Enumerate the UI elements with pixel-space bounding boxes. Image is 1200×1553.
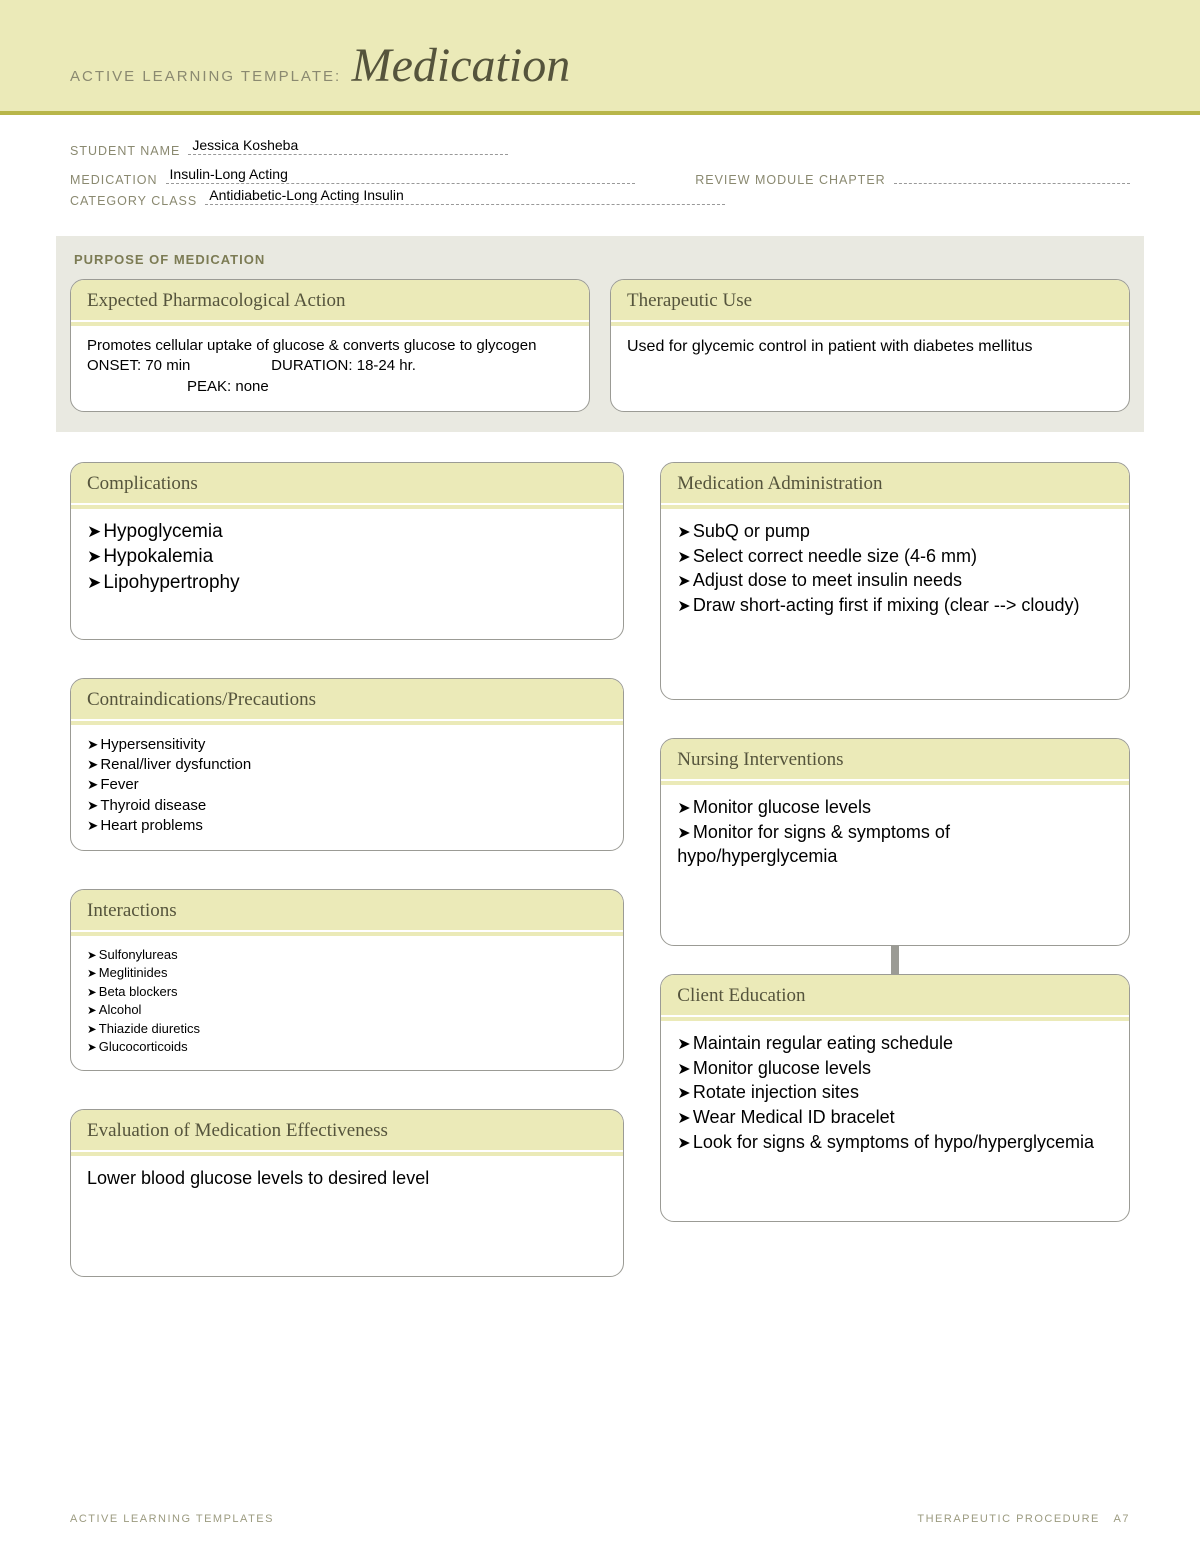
list-item: Thiazide diuretics: [87, 1020, 607, 1038]
list-item: Meglitinides: [87, 964, 607, 982]
list-item: Monitor glucose levels: [677, 795, 1113, 820]
nursing-box: Nursing Interventions Monitor glucose le…: [660, 738, 1130, 946]
review-label: REVIEW MODULE CHAPTER: [695, 173, 885, 187]
footer-left: ACTIVE LEARNING TEMPLATES: [70, 1513, 274, 1525]
list-item: Fever: [87, 775, 607, 795]
list-item: Hypersensitivity: [87, 735, 607, 755]
template-label: ACTIVE LEARNING TEMPLATE:: [70, 68, 341, 85]
evaluation-box: Evaluation of Medication Effectiveness L…: [70, 1109, 624, 1277]
list-item: Lipohypertrophy: [87, 570, 607, 596]
administration-body: SubQ or pump Select correct needle size …: [661, 509, 1129, 699]
administration-box: Medication Administration SubQ or pump S…: [660, 462, 1130, 700]
pharm-line1: Promotes cellular uptake of glucose & co…: [87, 337, 536, 354]
pharm-action-box: Expected Pharmacological Action Promotes…: [70, 279, 590, 412]
interactions-body: Sulfonylureas Meglitinides Beta blockers…: [71, 936, 623, 1070]
nursing-title: Nursing Interventions: [661, 739, 1129, 781]
list-item: Glucocorticoids: [87, 1038, 607, 1056]
purpose-heading: PURPOSE OF MEDICATION: [70, 246, 1130, 279]
list-item: Hypokalemia: [87, 544, 607, 570]
pharm-onset: ONSET: 70 min: [87, 356, 267, 376]
list-item: SubQ or pump: [677, 519, 1113, 544]
list-item: Monitor for signs & symptoms of hypo/hyp…: [677, 820, 1113, 869]
contraindications-body: Hypersensitivity Renal/liver dysfunction…: [71, 725, 623, 850]
pharm-action-body: Promotes cellular uptake of glucose & co…: [71, 326, 589, 411]
education-body: Maintain regular eating schedule Monitor…: [661, 1021, 1129, 1221]
info-block: STUDENT NAME Jessica Kosheba MEDICATION …: [0, 115, 1200, 222]
left-column: Complications Hypoglycemia Hypokalemia L…: [70, 462, 624, 1278]
medication-line: Insulin-Long Acting: [166, 166, 636, 184]
list-item: Thyroid disease: [87, 796, 607, 816]
category-value: Antidiabetic-Long Acting Insulin: [209, 187, 404, 203]
footer-page: A7: [1114, 1513, 1130, 1525]
student-line: Jessica Kosheba: [188, 137, 508, 155]
administration-title: Medication Administration: [661, 463, 1129, 505]
list-item: Renal/liver dysfunction: [87, 755, 607, 775]
therapeutic-use-body: Used for glycemic control in patient wit…: [611, 326, 1129, 396]
list-item: Look for signs & symptoms of hypo/hyperg…: [677, 1130, 1113, 1155]
education-box: Client Education Maintain regular eating…: [660, 974, 1130, 1222]
right-column: Medication Administration SubQ or pump S…: [660, 462, 1130, 1222]
medication-value: Insulin-Long Acting: [170, 166, 288, 182]
list-item: Select correct needle size (4-6 mm): [677, 544, 1113, 569]
list-item: Maintain regular eating schedule: [677, 1031, 1113, 1056]
therapeutic-use-box: Therapeutic Use Used for glycemic contro…: [610, 279, 1130, 412]
list-item: Sulfonylureas: [87, 946, 607, 964]
list-item: Hypoglycemia: [87, 519, 607, 545]
medication-label: MEDICATION: [70, 173, 158, 187]
nursing-body: Monitor glucose levels Monitor for signs…: [661, 785, 1129, 945]
category-row: CATEGORY CLASS Antidiabetic-Long Acting …: [70, 187, 1130, 208]
student-label: STUDENT NAME: [70, 144, 180, 158]
complications-title: Complications: [71, 463, 623, 505]
student-row: STUDENT NAME Jessica Kosheba: [70, 137, 1130, 158]
header-banner: ACTIVE LEARNING TEMPLATE: Medication: [0, 0, 1200, 115]
complications-box: Complications Hypoglycemia Hypokalemia L…: [70, 462, 624, 640]
student-value: Jessica Kosheba: [192, 137, 298, 153]
footer-right: THERAPEUTIC PROCEDURE: [917, 1513, 1099, 1525]
list-item: Rotate injection sites: [677, 1080, 1113, 1105]
list-item: Adjust dose to meet insulin needs: [677, 568, 1113, 593]
purpose-section: PURPOSE OF MEDICATION Expected Pharmacol…: [56, 236, 1144, 432]
document-page: ACTIVE LEARNING TEMPLATE: Medication STU…: [0, 0, 1200, 1553]
pharm-duration: DURATION: 18-24 hr.: [271, 357, 416, 374]
list-item: Draw short-acting first if mixing (clear…: [677, 593, 1113, 618]
template-title: Medication: [352, 38, 571, 93]
spacer: [660, 700, 1130, 738]
pharm-action-title: Expected Pharmacological Action: [71, 280, 589, 322]
list-item: Beta blockers: [87, 983, 607, 1001]
list-item: Monitor glucose levels: [677, 1056, 1113, 1081]
therapeutic-use-text: Used for glycemic control in patient wit…: [627, 338, 1033, 355]
category-line: Antidiabetic-Long Acting Insulin: [205, 187, 725, 205]
contraindications-box: Contraindications/Precautions Hypersensi…: [70, 678, 624, 851]
evaluation-text: Lower blood glucose levels to desired le…: [87, 1168, 429, 1188]
pharm-peak: PEAK: none: [187, 377, 269, 397]
review-line: [894, 166, 1130, 184]
evaluation-title: Evaluation of Medication Effectiveness: [71, 1110, 623, 1152]
columns: Complications Hypoglycemia Hypokalemia L…: [70, 462, 1130, 1278]
category-label: CATEGORY CLASS: [70, 194, 197, 208]
contraindications-title: Contraindications/Precautions: [71, 679, 623, 721]
footer: ACTIVE LEARNING TEMPLATES THERAPEUTIC PR…: [70, 1513, 1130, 1525]
interactions-box: Interactions Sulfonylureas Meglitinides …: [70, 889, 624, 1071]
complications-body: Hypoglycemia Hypokalemia Lipohypertrophy: [71, 509, 623, 639]
education-title: Client Education: [661, 975, 1129, 1017]
medication-row: MEDICATION Insulin-Long Acting REVIEW MO…: [70, 166, 1130, 187]
list-item: Heart problems: [87, 816, 607, 836]
list-item: Wear Medical ID bracelet: [677, 1105, 1113, 1130]
interactions-title: Interactions: [71, 890, 623, 932]
evaluation-body: Lower blood glucose levels to desired le…: [71, 1156, 623, 1276]
therapeutic-use-title: Therapeutic Use: [611, 280, 1129, 322]
connector-line: [891, 946, 899, 974]
list-item: Alcohol: [87, 1001, 607, 1019]
